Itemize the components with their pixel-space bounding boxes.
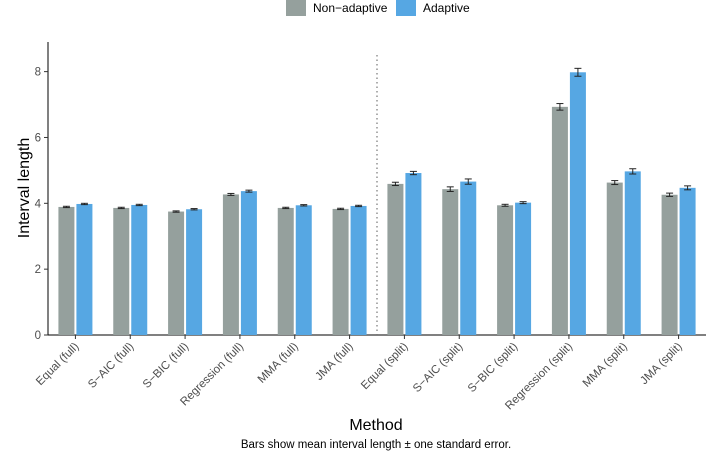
y-tick-label: 8 <box>35 67 41 79</box>
bar[interactable] <box>277 207 294 335</box>
x-tick-label: S−BIC (full) <box>141 341 191 391</box>
legend: Non−adaptive Adaptive <box>286 0 470 16</box>
x-tick-label: MMA (split) <box>581 341 630 390</box>
x-tick-label: JMA (full) <box>313 341 355 383</box>
bar[interactable] <box>58 206 75 335</box>
plot-area: 0 2 4 6 8 Equal (full) S−AIC (full) S−BIC (full… <box>34 42 706 412</box>
bar[interactable] <box>295 205 312 335</box>
bar[interactable] <box>405 173 422 335</box>
bar[interactable] <box>131 204 148 335</box>
bar[interactable] <box>387 183 404 335</box>
x-tick-label: Equal (full) <box>34 341 81 388</box>
y-tick-label: 4 <box>35 198 42 210</box>
bar[interactable] <box>679 187 696 335</box>
bar[interactable] <box>569 72 586 335</box>
x-tick-label: S−AIC (split) <box>411 341 465 395</box>
y-tick-label: 2 <box>35 264 41 276</box>
bar[interactable] <box>113 207 130 335</box>
x-tick-label: S−AIC (full) <box>86 341 136 391</box>
x-tick-label: JMA (split) <box>638 341 685 388</box>
y-axis-title: Interval length <box>16 138 33 239</box>
bar[interactable] <box>442 189 459 335</box>
legend-swatch-non-adaptive[interactable] <box>286 0 306 16</box>
bar[interactable] <box>350 205 367 335</box>
bar[interactable] <box>606 182 623 335</box>
bar[interactable] <box>661 194 678 335</box>
legend-swatch-adaptive[interactable] <box>396 0 416 16</box>
bar[interactable] <box>240 191 257 335</box>
bar[interactable] <box>551 106 568 335</box>
y-tick-label: 6 <box>35 132 41 144</box>
bar[interactable] <box>76 203 93 335</box>
bar[interactable] <box>624 171 641 335</box>
x-axis-title: Method <box>349 417 402 434</box>
bar[interactable] <box>497 205 514 335</box>
y-tick-label: 0 <box>35 330 41 342</box>
bar[interactable] <box>460 181 477 335</box>
bar[interactable] <box>168 211 185 335</box>
x-tick-label: Equal (split) <box>359 341 411 393</box>
x-tick-label: MMA (full) <box>256 341 301 386</box>
legend-label-adaptive: Adaptive <box>423 1 470 15</box>
legend-label-non-adaptive: Non−adaptive <box>313 1 388 15</box>
x-tick-label: S−BIC (split) <box>466 341 520 395</box>
bar[interactable] <box>332 208 349 335</box>
bar[interactable] <box>222 194 239 335</box>
bar[interactable] <box>186 209 203 335</box>
bar[interactable] <box>515 202 532 335</box>
chart-caption: Bars show mean interval length ± one sta… <box>241 439 511 451</box>
